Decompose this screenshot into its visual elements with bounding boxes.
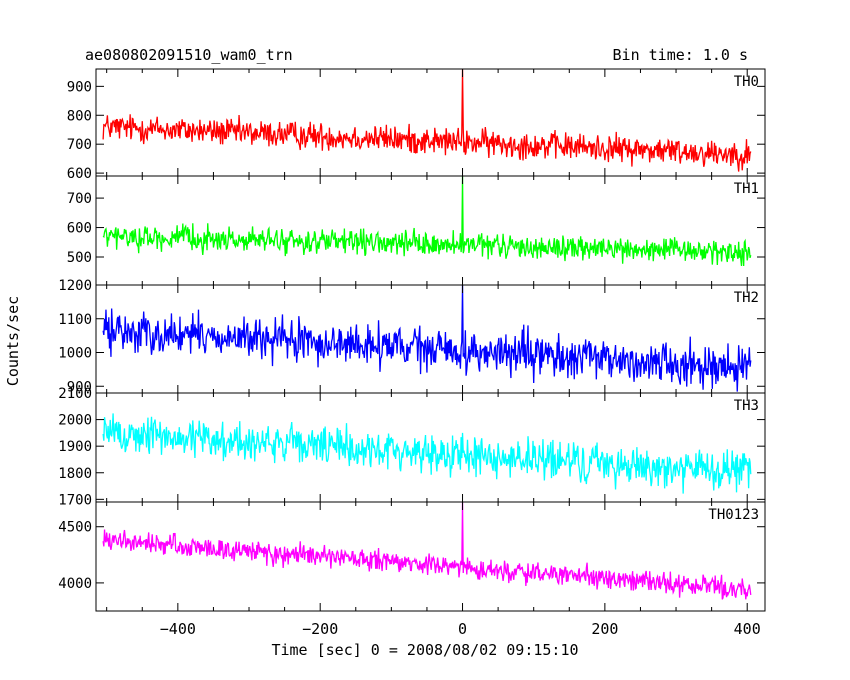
x-tick-label: 0: [458, 620, 467, 638]
y-tick-label: 900: [67, 379, 92, 395]
y-tick-label: 1100: [58, 312, 92, 328]
y-tick-label: 900: [67, 79, 92, 95]
panel-frame-th1: [95, 175, 766, 286]
x-tick-label: −200: [302, 620, 338, 638]
y-tick-label: 4000: [58, 576, 92, 592]
series-line-th0123: [102, 502, 752, 600]
y-tick-label: 2000: [58, 413, 92, 429]
x-tick-label: −400: [160, 620, 196, 638]
y-tick-label: 800: [67, 108, 92, 124]
y-tick-label: 1800: [58, 466, 92, 482]
x-tick-label: 400: [734, 620, 761, 638]
panel-label-th0123: TH0123: [708, 507, 759, 523]
object-name-title: ae080802091510_wam0_trn: [85, 46, 293, 64]
y-tick-label: 2100: [58, 386, 92, 402]
series-line-th0: [102, 69, 752, 172]
y-tick-label: 500: [67, 250, 92, 266]
y-tick-label: 700: [67, 137, 92, 153]
y-tick-label: 600: [67, 166, 92, 182]
y-axis-label: Counts/sec: [4, 296, 22, 386]
series-line-th1: [102, 176, 752, 267]
y-tick-label: 4500: [58, 520, 92, 536]
y-tick-label: 700: [67, 191, 92, 207]
panel-label-th1: TH1: [734, 181, 759, 197]
y-tick-label: 1700: [58, 492, 92, 508]
x-axis-label: Time [sec] 0 = 2008/08/02 09:15:10: [271, 641, 578, 659]
panels-group: TH0 600 700 800 900 TH1 500 600 700 TH2 900 1000 110…: [58, 68, 766, 638]
panel-frame-th0123: [95, 501, 766, 612]
panel-label-th3: TH3: [734, 398, 759, 414]
panel-frame-th2: [95, 284, 766, 394]
x-tick-label: 200: [591, 620, 618, 638]
series-line-th3: [102, 413, 752, 494]
y-tick-label: 1000: [58, 346, 92, 362]
series-line-th2: [102, 285, 752, 392]
y-tick-label: 600: [67, 221, 92, 237]
panel-label-th2: TH2: [734, 290, 759, 306]
panel-frame-th0: [95, 68, 766, 177]
bin-time-label: Bin time: 1.0 s: [613, 46, 748, 64]
y-tick-label: 1900: [58, 439, 92, 455]
y-tick-label: 1200: [58, 278, 92, 294]
panel-label-th0: TH0: [734, 74, 759, 90]
